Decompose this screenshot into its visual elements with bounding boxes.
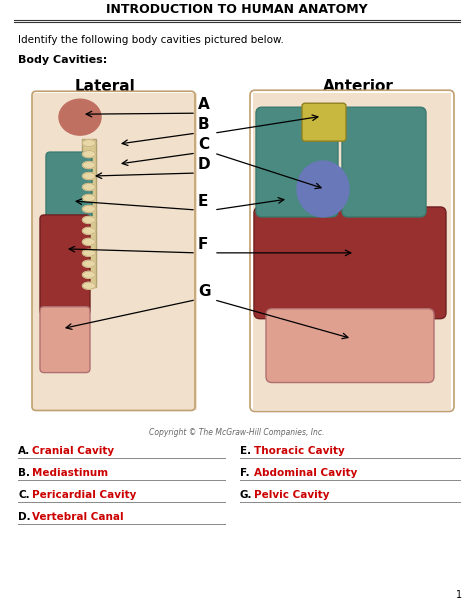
FancyBboxPatch shape xyxy=(342,107,426,217)
Text: Abdominal Cavity: Abdominal Cavity xyxy=(254,468,357,478)
Ellipse shape xyxy=(82,151,95,158)
Text: D.: D. xyxy=(18,512,31,522)
Ellipse shape xyxy=(82,205,95,213)
Text: Identify the following body cavities pictured below.: Identify the following body cavities pic… xyxy=(18,36,284,45)
Ellipse shape xyxy=(82,227,95,234)
FancyBboxPatch shape xyxy=(46,152,92,222)
Text: Copyright © The McGraw-Hill Companies, Inc.: Copyright © The McGraw-Hill Companies, I… xyxy=(149,428,325,438)
Text: A: A xyxy=(198,97,210,112)
FancyBboxPatch shape xyxy=(32,93,197,411)
Ellipse shape xyxy=(82,172,95,180)
Text: 1: 1 xyxy=(456,590,462,600)
FancyBboxPatch shape xyxy=(302,103,346,141)
Text: F: F xyxy=(198,237,209,252)
Ellipse shape xyxy=(82,216,95,223)
Text: A.: A. xyxy=(18,446,30,456)
Ellipse shape xyxy=(82,272,95,278)
Text: Vertebral Canal: Vertebral Canal xyxy=(32,512,124,522)
FancyBboxPatch shape xyxy=(253,93,451,411)
Ellipse shape xyxy=(82,261,95,267)
Text: B.: B. xyxy=(18,468,30,478)
FancyBboxPatch shape xyxy=(40,306,90,373)
Text: E.: E. xyxy=(240,446,251,456)
FancyBboxPatch shape xyxy=(256,107,338,217)
Ellipse shape xyxy=(297,161,349,217)
Text: Anterior: Anterior xyxy=(323,79,393,94)
Text: Mediastinum: Mediastinum xyxy=(32,468,108,478)
Ellipse shape xyxy=(82,183,95,191)
Ellipse shape xyxy=(82,282,95,289)
Text: F.: F. xyxy=(240,468,250,478)
Text: G: G xyxy=(198,284,210,299)
Ellipse shape xyxy=(82,162,95,169)
FancyBboxPatch shape xyxy=(82,139,96,287)
Text: G.: G. xyxy=(240,490,253,500)
Ellipse shape xyxy=(82,140,95,147)
Text: D: D xyxy=(198,157,210,172)
Ellipse shape xyxy=(82,249,95,256)
Text: Pericardial Cavity: Pericardial Cavity xyxy=(32,490,137,500)
Text: INTRODUCTION TO HUMAN ANATOMY: INTRODUCTION TO HUMAN ANATOMY xyxy=(106,4,368,17)
Text: Body Cavities:: Body Cavities: xyxy=(18,55,107,66)
FancyBboxPatch shape xyxy=(254,207,446,319)
Ellipse shape xyxy=(82,238,95,245)
Ellipse shape xyxy=(59,99,101,135)
Text: Cranial Cavity: Cranial Cavity xyxy=(32,446,114,456)
Text: E: E xyxy=(198,194,209,209)
Ellipse shape xyxy=(82,194,95,202)
Text: B: B xyxy=(198,117,210,132)
Text: C.: C. xyxy=(18,490,29,500)
Text: Lateral: Lateral xyxy=(74,79,136,94)
FancyBboxPatch shape xyxy=(40,215,90,314)
Text: Pelvic Cavity: Pelvic Cavity xyxy=(254,490,329,500)
FancyBboxPatch shape xyxy=(266,309,434,383)
Text: Thoracic Cavity: Thoracic Cavity xyxy=(254,446,345,456)
Text: C: C xyxy=(198,137,209,152)
